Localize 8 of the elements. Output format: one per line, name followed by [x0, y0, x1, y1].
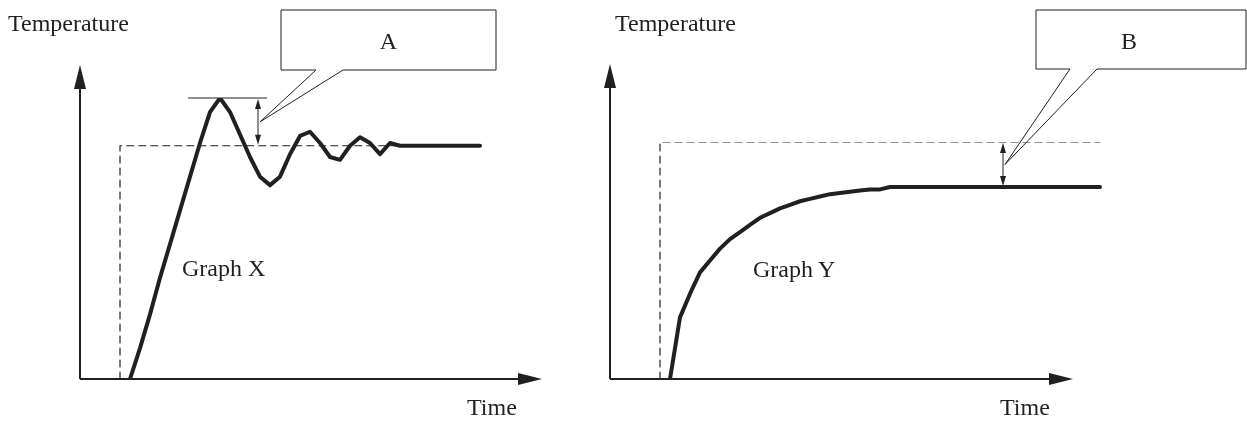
y-axis-title: Temperature	[615, 10, 736, 36]
text: A	[379, 28, 398, 54]
y-axis-title: Temperature	[8, 10, 129, 36]
x-axis-title: Time	[467, 394, 517, 420]
annotation: Graph Y	[753, 256, 836, 282]
annotation: Graph X	[182, 255, 266, 281]
x-axis-title: Time	[1000, 394, 1050, 420]
text: B	[1120, 27, 1138, 54]
